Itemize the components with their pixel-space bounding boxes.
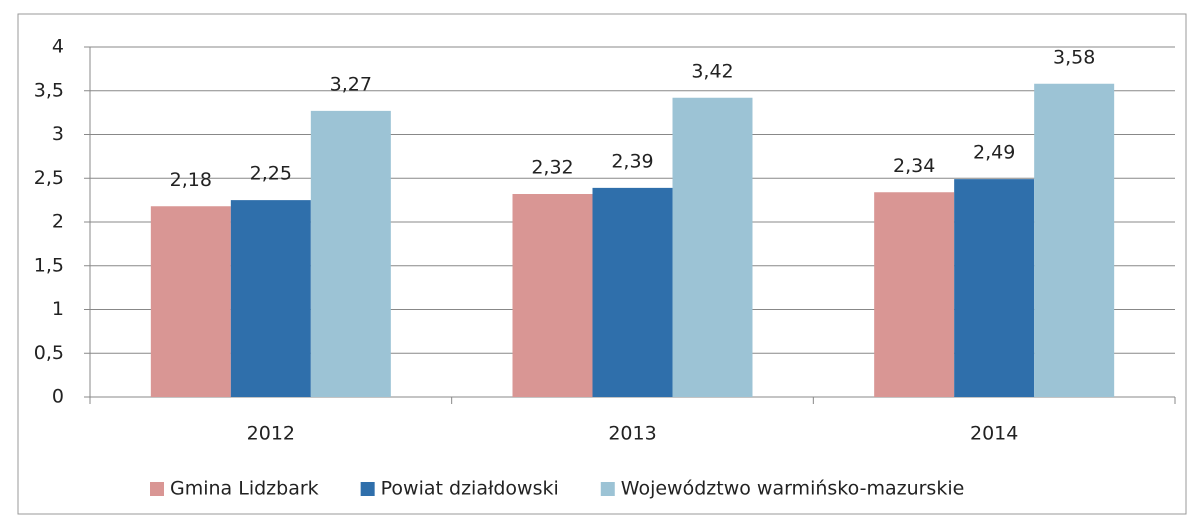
y-tick-label: 0,5 (34, 342, 64, 364)
bar (150, 206, 231, 397)
data-label: 2,18 (170, 169, 212, 191)
chart-frame (17, 13, 1187, 515)
data-label: 2,49 (973, 142, 1015, 164)
bar (954, 179, 1035, 397)
bar (672, 97, 753, 397)
data-label: 2,39 (611, 150, 653, 172)
y-tick-label: 3 (52, 123, 64, 145)
data-label: 3,58 (1053, 46, 1095, 68)
data-label: 3,42 (691, 60, 733, 82)
bar (874, 192, 955, 397)
x-tick-label: 2014 (970, 423, 1018, 445)
legend-swatch (600, 482, 615, 496)
y-tick-label: 3,5 (34, 79, 64, 101)
bar (1034, 83, 1115, 397)
data-label: 2,32 (531, 157, 573, 179)
y-tick-label: 1 (52, 298, 64, 320)
y-tick-label: 2,5 (34, 167, 64, 189)
bar (230, 200, 311, 397)
bar (310, 110, 391, 397)
y-tick-label: 2 (52, 211, 64, 233)
data-label: 2,25 (250, 163, 292, 185)
y-tick-label: 0 (52, 386, 64, 408)
legend-label: Powiat działdowski (381, 478, 559, 500)
y-tick-label: 1,5 (34, 254, 64, 276)
x-tick-label: 2013 (608, 423, 656, 445)
bar (512, 194, 593, 397)
x-tick-label: 2012 (247, 423, 295, 445)
y-tick-label: 4 (52, 36, 64, 58)
bar (592, 187, 673, 397)
legend-label: Województwo warmińsko-mazurskie (621, 478, 965, 500)
legend-label: Gmina Lidzbark (170, 478, 319, 500)
data-label: 3,27 (330, 73, 372, 95)
legend-swatch (150, 482, 164, 496)
legend-swatch (360, 482, 375, 496)
data-label: 2,34 (893, 155, 935, 177)
